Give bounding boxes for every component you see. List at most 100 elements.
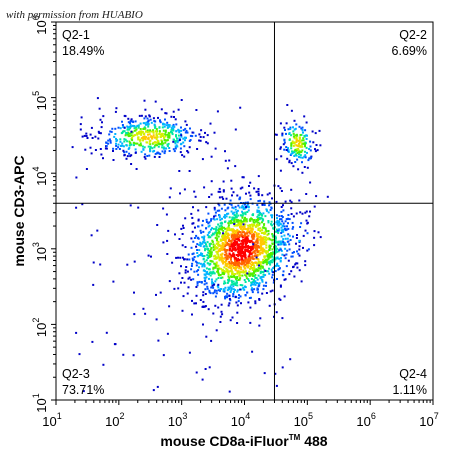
event-dot — [189, 134, 192, 137]
event-dot — [154, 120, 157, 123]
event-dot — [239, 284, 242, 286]
event-dot — [264, 274, 267, 277]
event-dot — [274, 270, 277, 273]
event-dot — [196, 261, 198, 264]
event-dot — [182, 141, 185, 144]
event-dot — [228, 287, 231, 290]
event-dot — [261, 247, 264, 250]
event-dot — [175, 134, 177, 137]
event-dot — [232, 230, 234, 233]
event-dot — [237, 214, 240, 217]
event-dot — [253, 270, 255, 273]
event-dot — [159, 133, 162, 136]
event-dot — [209, 255, 212, 258]
event-dot — [293, 128, 296, 131]
event-dot — [178, 131, 181, 134]
event-dot — [256, 224, 259, 227]
event-dot — [157, 116, 159, 119]
event-dot — [130, 134, 133, 137]
event-dot — [237, 279, 240, 281]
event-dot — [254, 280, 257, 283]
event-dot — [251, 291, 254, 294]
event-dot — [246, 250, 249, 252]
event-dot — [263, 223, 265, 226]
event-dot — [290, 134, 293, 137]
event-dot — [186, 258, 189, 261]
event-dot — [210, 180, 213, 183]
event-dot — [225, 295, 228, 298]
event-dot — [152, 131, 155, 134]
event-dot — [260, 251, 263, 254]
event-dot — [301, 142, 304, 145]
event-dot — [239, 250, 242, 252]
event-dot — [195, 302, 197, 305]
event-dot — [258, 218, 261, 221]
event-dot — [245, 265, 248, 268]
event-dot — [141, 130, 144, 133]
event-dot — [198, 266, 200, 269]
event-dot — [211, 272, 214, 275]
event-dot — [86, 137, 89, 139]
event-dot — [253, 288, 256, 291]
event-dot — [299, 154, 302, 157]
event-dot — [217, 244, 220, 247]
event-dot — [283, 148, 286, 151]
event-dot — [244, 274, 247, 277]
event-dot — [177, 134, 180, 137]
event-dot — [216, 240, 219, 243]
event-dot — [125, 150, 128, 153]
event-dot — [190, 246, 193, 249]
event-dot — [280, 215, 283, 217]
event-dot — [276, 217, 278, 220]
event-dot — [215, 278, 218, 281]
event-dot — [247, 272, 250, 275]
event-dot — [205, 221, 208, 223]
event-dot — [230, 179, 233, 182]
event-dot — [229, 229, 232, 232]
event-dot — [177, 256, 179, 259]
event-dot — [257, 291, 260, 294]
event-dot — [250, 288, 253, 291]
event-dot — [300, 143, 303, 146]
event-dot — [199, 241, 202, 244]
event-dot — [167, 142, 170, 145]
event-dot — [137, 136, 140, 139]
event-dot — [249, 181, 252, 184]
event-dot — [298, 141, 301, 144]
event-dot — [191, 230, 194, 233]
event-dot — [290, 207, 293, 210]
event-dot — [257, 219, 260, 221]
event-dot — [240, 219, 242, 222]
event-dot — [245, 232, 248, 235]
event-dot — [245, 261, 248, 264]
event-dot — [270, 223, 273, 226]
event-dot — [282, 238, 285, 241]
event-dot — [248, 260, 251, 263]
event-dot — [208, 252, 211, 255]
event-dot — [204, 293, 207, 295]
event-dot — [242, 246, 245, 248]
event-dot — [154, 100, 157, 103]
event-dot — [250, 240, 253, 243]
event-dot — [259, 276, 262, 279]
event-dot — [261, 231, 264, 234]
event-dot — [242, 223, 245, 226]
event-dot — [183, 258, 186, 261]
event-dot — [293, 135, 295, 138]
event-dot — [287, 150, 290, 153]
event-dot — [182, 295, 185, 298]
event-dot — [230, 262, 233, 265]
event-dot — [290, 144, 293, 147]
event-dot — [160, 108, 163, 111]
event-dot — [251, 264, 254, 266]
event-dot — [252, 243, 255, 246]
event-dot — [214, 244, 216, 247]
event-dot — [218, 249, 220, 252]
event-dot — [221, 196, 224, 199]
event-dot — [311, 130, 314, 133]
event-dot — [255, 240, 258, 243]
event-dot — [269, 254, 272, 256]
x-tick-label: 107 — [419, 411, 438, 429]
event-dot — [240, 239, 243, 242]
event-dot — [309, 156, 312, 159]
